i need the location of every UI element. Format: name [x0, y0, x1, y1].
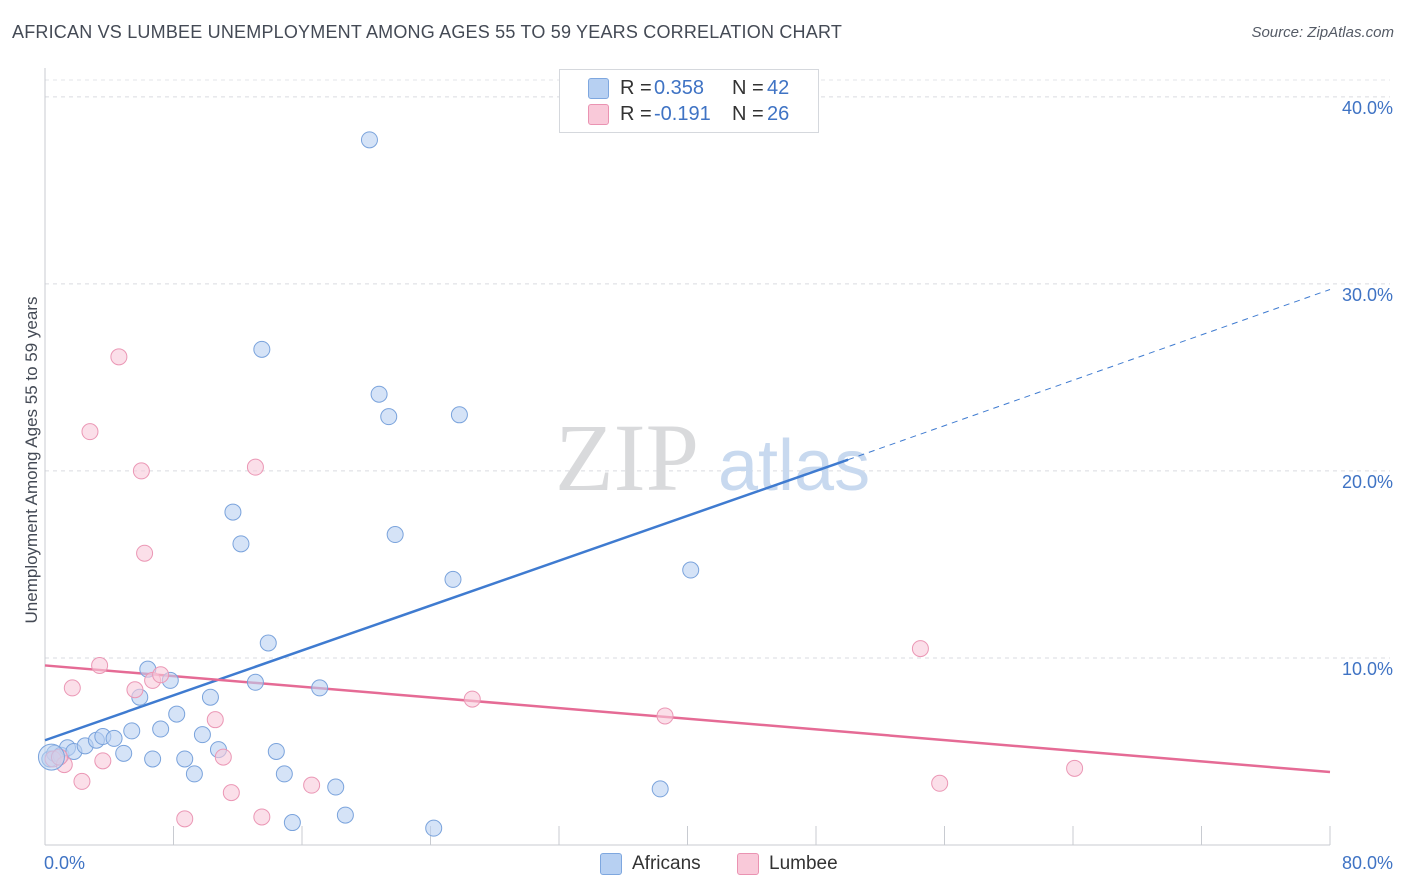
legend-n-value: 26: [767, 102, 790, 125]
legend-n-label: N =: [732, 76, 764, 99]
point-africans: [283, 814, 301, 832]
point-africans: [336, 806, 354, 824]
axis-labels: 10.0% 20.0% 30.0% 40.0% 0.0% 80.0% Unemploymen…: [22, 98, 1393, 873]
point-lumbee: [132, 462, 150, 480]
point-lumbee: [222, 784, 240, 802]
gridlines: [45, 79, 1390, 659]
watermark-atlas: atlas: [718, 426, 870, 506]
legend-swatch-africans: [588, 78, 609, 99]
point-africans-cluster: [37, 743, 65, 771]
point-lumbee: [911, 640, 929, 658]
point-lumbee: [176, 810, 194, 828]
y-axis-title: Unemployment Among Ages 55 to 59 years: [22, 297, 41, 624]
point-africans: [275, 765, 293, 783]
point-lumbee: [463, 690, 481, 708]
point-lumbee: [110, 348, 128, 366]
point-africans: [105, 729, 123, 747]
point-africans: [425, 819, 443, 837]
bottom-legend-swatch-africans: [600, 853, 622, 875]
point-africans: [327, 778, 345, 796]
point-africans: [144, 750, 162, 768]
point-lumbee: [253, 808, 271, 826]
point-africans: [232, 535, 250, 553]
point-africans: [123, 722, 141, 740]
point-africans: [176, 750, 194, 768]
y-tick-label: 40.0%: [1342, 98, 1393, 118]
point-lumbee: [81, 423, 99, 441]
bottom-legend-swatch-lumbee: [737, 853, 759, 875]
point-lumbee: [931, 774, 949, 792]
point-lumbee: [126, 681, 144, 699]
legend-r-value: -0.191: [654, 102, 711, 125]
legend-r-label: R =: [620, 76, 652, 99]
point-africans: [201, 688, 219, 706]
y-tick-label: 20.0%: [1342, 472, 1393, 492]
y-tick-label: 30.0%: [1342, 285, 1393, 305]
point-africans: [193, 726, 211, 744]
point-lumbee: [246, 458, 264, 476]
point-africans: [259, 634, 277, 652]
point-africans: [152, 720, 170, 738]
watermark-zip: ZIP: [555, 404, 699, 511]
point-africans: [185, 765, 203, 783]
point-lumbee: [136, 544, 154, 562]
point-lumbee: [214, 748, 232, 766]
point-africans: [311, 679, 329, 697]
bottom-legend-lumbee: Lumbee: [737, 851, 838, 877]
point-africans: [651, 780, 669, 798]
point-africans: [168, 705, 186, 723]
point-africans: [115, 744, 133, 762]
point-lumbee: [1066, 759, 1084, 777]
correlation-legend: R = 0.358 N = 42 R = -0.191 N = 26: [559, 69, 819, 133]
watermark: ZIP atlas: [555, 404, 870, 511]
point-africans: [370, 385, 388, 403]
point-lumbee: [94, 752, 112, 770]
point-africans: [360, 131, 378, 149]
legend-r-value: 0.358: [654, 76, 705, 99]
chart-title: AFRICAN VS LUMBEE UNEMPLOYMENT AMONG AGE…: [12, 22, 843, 42]
point-africans: [444, 570, 462, 588]
source-label: Source: ZipAtlas.com: [1251, 24, 1394, 41]
bottom-legend-label-lumbee: Lumbee: [769, 853, 838, 874]
trend-line-africans: [44, 458, 849, 742]
point-africans: [224, 503, 242, 521]
bottom-legend-africans: Africans: [600, 851, 701, 877]
trend-line-lumbee: [44, 664, 1331, 774]
trend-lines: [44, 289, 1331, 774]
point-lumbee: [73, 772, 91, 790]
point-lumbee: [656, 707, 674, 725]
data-points: [37, 131, 1084, 837]
point-lumbee: [303, 776, 321, 794]
point-lumbee: [152, 666, 170, 684]
legend-n-value: 42: [767, 76, 790, 99]
point-lumbee: [63, 679, 81, 697]
legend-n-label: N =: [732, 102, 764, 125]
trend-extension-africans: [847, 289, 1331, 461]
legend-swatch-lumbee: [588, 104, 609, 125]
legend-r-label: R =: [620, 102, 652, 125]
point-lumbee: [206, 711, 224, 729]
point-africans: [246, 673, 264, 691]
point-africans: [253, 340, 271, 358]
point-africans: [386, 526, 404, 544]
point-africans: [267, 742, 285, 760]
point-africans: [450, 406, 468, 424]
point-lumbee: [91, 656, 109, 674]
bottom-legend-label-africans: Africans: [632, 853, 701, 874]
x-tick-label: 0.0%: [44, 853, 85, 873]
point-africans: [380, 408, 398, 426]
y-tick-label: 10.0%: [1342, 659, 1393, 679]
x-tick-label: 80.0%: [1342, 853, 1393, 873]
point-africans: [682, 561, 700, 579]
